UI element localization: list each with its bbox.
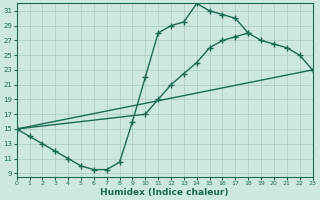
X-axis label: Humidex (Indice chaleur): Humidex (Indice chaleur) — [100, 188, 229, 197]
